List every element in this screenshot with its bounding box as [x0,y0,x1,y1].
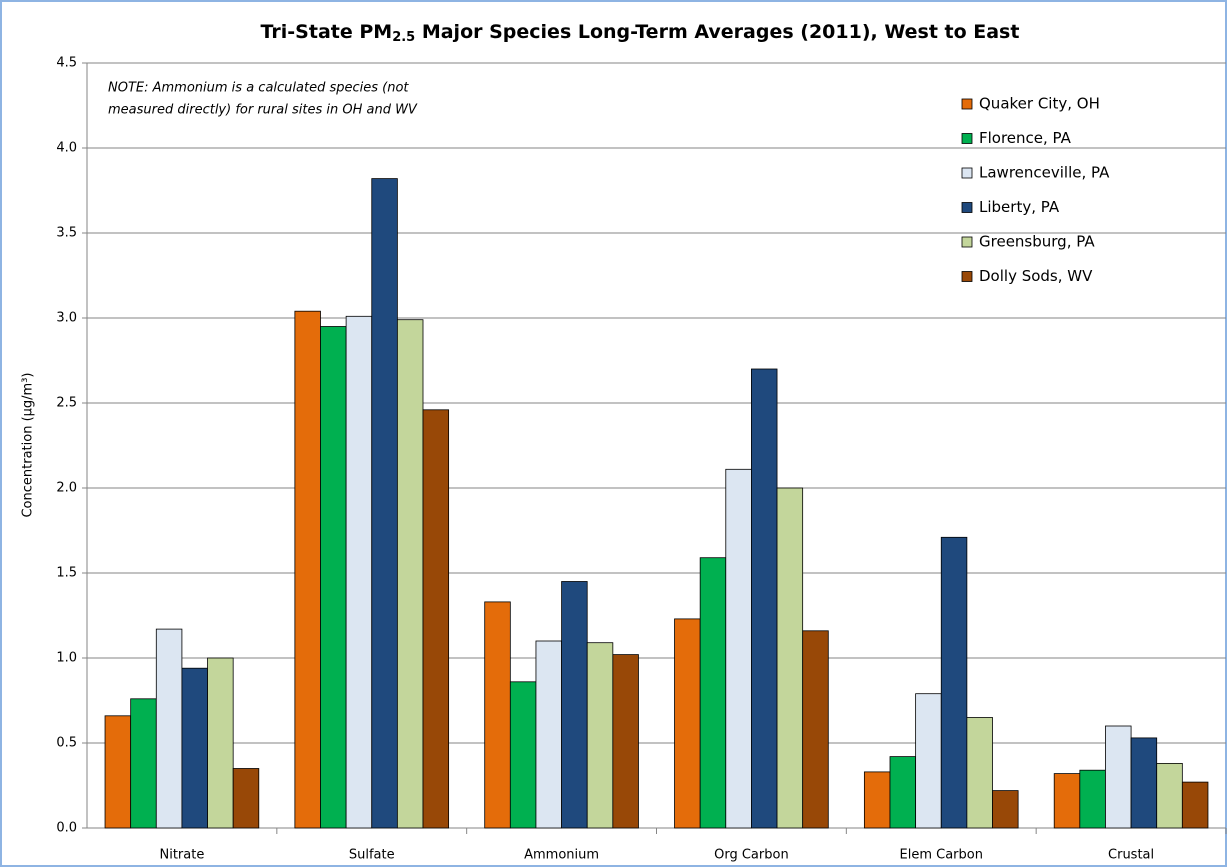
bar [586,642,614,829]
bar [699,557,727,829]
bar [612,654,639,829]
y-tick-label: 4.0 [56,141,77,156]
bar [776,487,804,829]
legend-swatch [961,202,973,213]
legend-swatch [961,133,973,144]
bar [130,698,157,829]
y-tick-label: 1.0 [56,651,77,666]
bar [509,681,537,829]
legend-swatch [961,98,973,110]
bar [1079,769,1106,829]
legend-label: Florence, PA [979,129,1072,147]
bar [320,326,347,829]
bar [863,771,891,829]
bar [422,409,450,829]
legend-label: Dolly Sods, WV [979,267,1093,285]
y-tick-label: 0.0 [56,821,77,836]
bar [751,368,778,829]
bar [345,315,373,829]
bar [1053,773,1081,829]
y-axis-label: Concentration (µg/m³) [21,372,36,517]
legend-label: Quaker City, OH [979,95,1100,113]
bar [1105,725,1132,829]
legend-label: Greensburg, PA [979,233,1095,251]
bar [915,693,942,829]
y-tick-label: 1.5 [56,566,77,581]
bar [940,536,968,829]
bar [181,667,208,829]
bar [232,768,260,829]
x-tick-label: Elem Carbon [900,848,983,863]
bar [535,640,562,829]
bar [674,618,701,829]
bar [1181,781,1209,829]
bar [1130,737,1158,829]
bar [484,601,511,829]
y-tick-label: 2.0 [56,481,77,496]
x-tick-label: Sulfate [349,848,395,863]
title-main: Tri-State PM [261,21,393,43]
title-rest: Major Species Long-Term Averages (2011),… [415,21,1019,43]
y-tick-label: 4.5 [56,56,77,71]
legend-label: Lawrenceville, PA [979,164,1110,182]
bar [396,319,424,829]
bar [294,310,321,829]
y-tick-label: 2.5 [56,396,77,411]
bar [889,756,917,829]
bar [725,468,752,829]
x-tick-label: Ammonium [524,848,599,863]
bar [104,715,132,829]
bar [155,628,183,829]
bar [966,717,993,829]
title-subscript: 2.5 [392,30,415,45]
legend-swatch [961,236,973,248]
note-line: NOTE: Ammonium is a calculated species (… [108,81,409,96]
bar [992,790,1019,829]
bar [802,630,829,829]
x-tick-label: Nitrate [159,848,204,863]
legend-swatch [961,167,973,179]
bar [561,581,588,829]
chart-title: Tri-State PM2.5 Major Species Long-Term … [261,21,1020,45]
x-tick-label: Crustal [1108,848,1154,863]
y-tick-label: 3.0 [56,311,77,326]
y-tick-label: 0.5 [56,736,77,751]
legend-swatch [961,271,973,282]
bar [207,657,234,829]
bar [371,178,398,829]
y-tick-label: 3.5 [56,226,77,241]
legend-label: Liberty, PA [979,198,1060,216]
bar [1156,763,1183,829]
note-line: measured directly) for rural sites in OH… [108,103,418,118]
x-tick-label: Org Carbon [714,848,789,863]
